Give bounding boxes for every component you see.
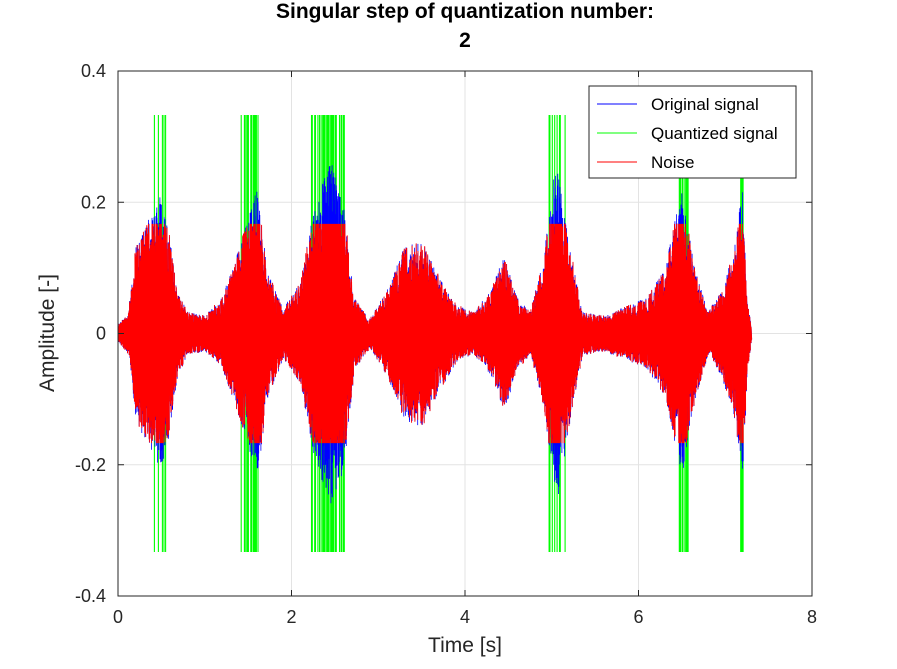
- chart-title: Singular step of quantization number:: [276, 0, 654, 23]
- y-tick-label: 0: [96, 324, 106, 344]
- legend: Original signal Quantized signal Noise: [588, 85, 797, 179]
- y-tick-label: -0.4: [75, 586, 106, 606]
- x-tick-label: 2: [286, 607, 296, 627]
- x-tick-label: 6: [633, 607, 643, 627]
- x-tick-label: 0: [113, 607, 123, 627]
- legend-label-1: Original signal: [651, 95, 759, 114]
- chart-title-number: 2: [459, 29, 471, 52]
- legend-box: [588, 85, 797, 179]
- curves: [117, 115, 753, 552]
- legend-label-2: Quantized signal: [651, 124, 778, 143]
- x-axis-label: Time [s]: [428, 634, 502, 657]
- x-tick-label: 8: [807, 607, 817, 627]
- y-tick-label: 0.4: [81, 61, 106, 81]
- y-tick-label: -0.2: [75, 455, 106, 475]
- legend-label-3: Noise: [651, 153, 694, 172]
- y-tick-label: 0.2: [81, 192, 106, 212]
- x-tick-label: 4: [460, 607, 470, 627]
- y-axis-label: Amplitude [-]: [36, 274, 59, 392]
- noise-line: [117, 223, 753, 444]
- ticks: 0 2 4 6 8 0.4 0.2 0 -0.2 -0.4: [75, 61, 817, 627]
